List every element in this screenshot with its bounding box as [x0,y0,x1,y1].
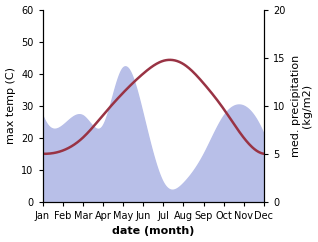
Y-axis label: max temp (C): max temp (C) [5,67,16,144]
X-axis label: date (month): date (month) [112,227,194,236]
Y-axis label: med. precipitation
(kg/m2): med. precipitation (kg/m2) [291,55,313,157]
